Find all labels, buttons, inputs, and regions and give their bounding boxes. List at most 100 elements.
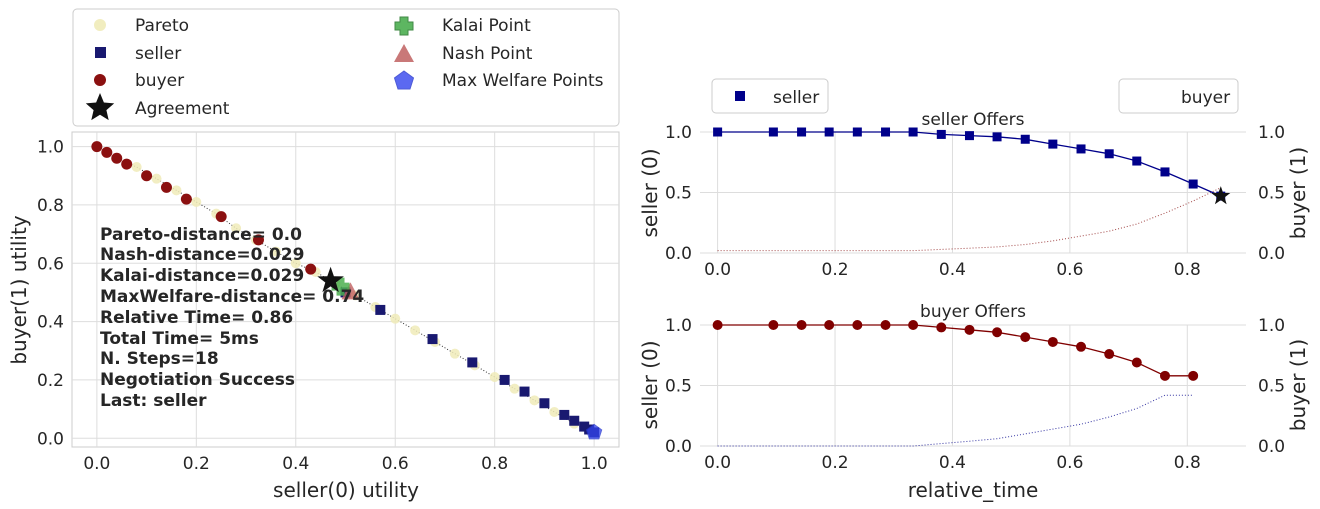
legend-buyer-label: buyer [135,71,184,91]
seller-offers-right-y-tick-2: 1.0 [1258,123,1285,143]
seller-offers-seller-offer-point-15 [1160,167,1170,177]
stat-pareto-distance: Pareto-distance= 0.0 [100,225,302,245]
buyer-offer-points [91,141,317,275]
buyer-offers-seller-utility-line [717,394,1194,447]
seller-offer-point-6 [519,386,530,397]
buyer-offer-point-3 [121,158,133,170]
seller-offers-seller-offer-point-6 [908,127,918,137]
buyer-offers-buyer-offer-point-12 [1076,341,1087,352]
seller-offer-point-4 [559,409,570,420]
seller-legend-box [711,78,829,114]
stat-maxwelfare-distance: MaxWelfare-distance= 0.74 [100,287,364,307]
pareto-point-4 [171,185,182,196]
pareto-point-21 [509,383,520,394]
stat-relative-time: Relative Time= 0.86 [100,308,293,328]
buyer-offers-right-y-tick-0: 0.0 [1258,437,1285,457]
seller-offers-title: seller Offers [921,110,1024,130]
buyer-offers-x-tick-3: 0.6 [1056,453,1083,473]
buyer-offers-chart: 0.0 0.2 0.4 0.6 0.8 0.0 0.5 1.0 0.0 0.5 1.0 buye… [638,302,1310,502]
outcome-y-tick-0: 0.0 [37,429,64,449]
outcome-space-chart: 0.0 0.2 0.4 0.6 0.8 1.0 0.0 0.2 0.4 0.6 0.8 1.0 se… [7,8,620,502]
buyer-offers-x-tick-2: 0.4 [939,453,966,473]
buyer-offers-x-axis-label: relative_time [908,478,1039,502]
buyer-offers-buyer-offer-point-14 [1131,357,1142,368]
buyer-offers-x-tick-0: 0.0 [704,453,731,473]
seller-offers-y-tick-2: 1.0 [665,123,692,143]
buyer-offers-buyer-offer-point-6 [908,320,919,330]
seller-offers-buyer-utility-line [717,187,1222,252]
seller-offer-point-7 [499,374,510,385]
buyer-offer-point-6 [180,193,192,205]
seller-legend-marker [735,91,745,101]
seller-offers-seller-offer-point-8 [964,131,974,141]
outcome-stats-annotation: Pareto-distance= 0.0 Nash-distance=0.029… [100,225,364,411]
seller-offers-y-tick-0: 0.0 [665,244,692,264]
buyer-offers-y-tick-1: 0.5 [665,377,692,397]
seller-offers-seller-offer-point-1 [768,127,778,137]
seller-offers-x-tick-1: 0.2 [822,260,849,280]
legend-pareto-marker [94,19,106,31]
outcome-y-tick-5: 1.0 [37,138,64,158]
buyer-offers-buyer-offer-point-7 [936,322,947,333]
buyer-offer-point-5 [160,181,172,193]
seller-offers-seller-offer-point-10 [1020,134,1030,144]
legend-nash-marker [394,44,414,62]
stat-nash-distance: Nash-distance=0.029 [100,245,304,265]
buyer-offer-point-1 [101,146,113,158]
buyer-offer-point-8 [252,234,264,246]
seller-legend-label: seller [773,88,819,108]
kalai-point-marker [331,277,350,296]
seller-offers-series [713,127,1231,252]
stat-total-time: Total Time= 5ms [100,329,259,349]
pareto-point-7 [231,223,242,234]
seller-offers-y-ticks: 0.0 0.5 1.0 [665,123,692,264]
agreement-marker [317,266,344,293]
seller-offers-seller-offer-point-11 [1048,139,1058,149]
buyer-offers-right-y-ticks: 0.0 0.5 1.0 [1258,316,1285,457]
seller-offers-legend-right: buyer [1118,78,1239,114]
stat-n-steps: N. Steps=18 [100,349,219,369]
buyer-offers-buyer-offer-point-5 [880,320,891,330]
seller-offer-point-3 [569,415,580,426]
seller-offer-point-10 [375,304,386,315]
outcome-y-ticks: 0.0 0.2 0.4 0.6 0.8 1.0 [37,138,64,450]
seller-offers-seller-offer-point-2 [797,127,807,137]
pareto-point-15 [390,313,401,324]
buyer-legend-label: buyer [1181,88,1230,108]
buyer-offer-point-2 [111,152,123,164]
outcome-x-tick-2: 0.4 [282,454,309,474]
pareto-point-2 [131,162,142,172]
seller-offers-legend-left: seller [711,78,829,114]
max-welfare-point-0 [585,423,603,440]
seller-offers-left-y-label: seller (0) [638,148,662,237]
buyer-offers-buyer-offer-point-4 [852,320,863,330]
legend-kalai-label: Kalai Point [442,16,531,36]
buyer-offers-right-y-label: buyer (1) [1286,339,1310,431]
buyer-offers-series [712,320,1199,447]
seller-offers-seller-offer-point-0 [713,127,723,137]
seller-offers-right-y-tick-1: 0.5 [1258,184,1285,204]
seller-offers-seller-offer-point-13 [1104,149,1114,159]
seller-offers-agreement-marker [1211,186,1231,205]
pareto-point-20 [489,372,500,382]
outcome-y-axis-label: buyer(1) utility [7,215,31,364]
buyer-offer-point-9 [305,263,317,275]
stat-kalai-distance: Kalai-distance=0.029 [100,266,304,286]
buyer-offers-buyer-offer-point-16 [1188,370,1199,381]
pareto-point-18 [449,348,460,359]
pareto-point-5 [191,197,202,207]
seller-offers-seller-offer-point-14 [1132,156,1142,166]
buyer-offers-left-y-label: seller (0) [638,340,662,429]
buyer-offers-buyer-offer-point-8 [964,324,975,335]
seller-offers-x-tick-0: 0.0 [704,260,731,280]
pareto-point-10 [290,258,301,269]
outcome-y-tick-4: 0.8 [37,196,64,216]
seller-offers-seller-offer-point-3 [824,127,834,137]
buyer-offers-right-y-tick-1: 0.5 [1258,377,1285,397]
outcome-x-tick-5: 1.0 [581,454,608,474]
seller-offers-right-y-label: buyer (1) [1286,147,1310,239]
buyer-offers-buyer-offer-point-11 [1047,336,1058,347]
nash-point-marker [341,282,360,300]
seller-offers-seller-offer-line [717,131,1222,197]
pareto-point-22 [529,395,540,406]
